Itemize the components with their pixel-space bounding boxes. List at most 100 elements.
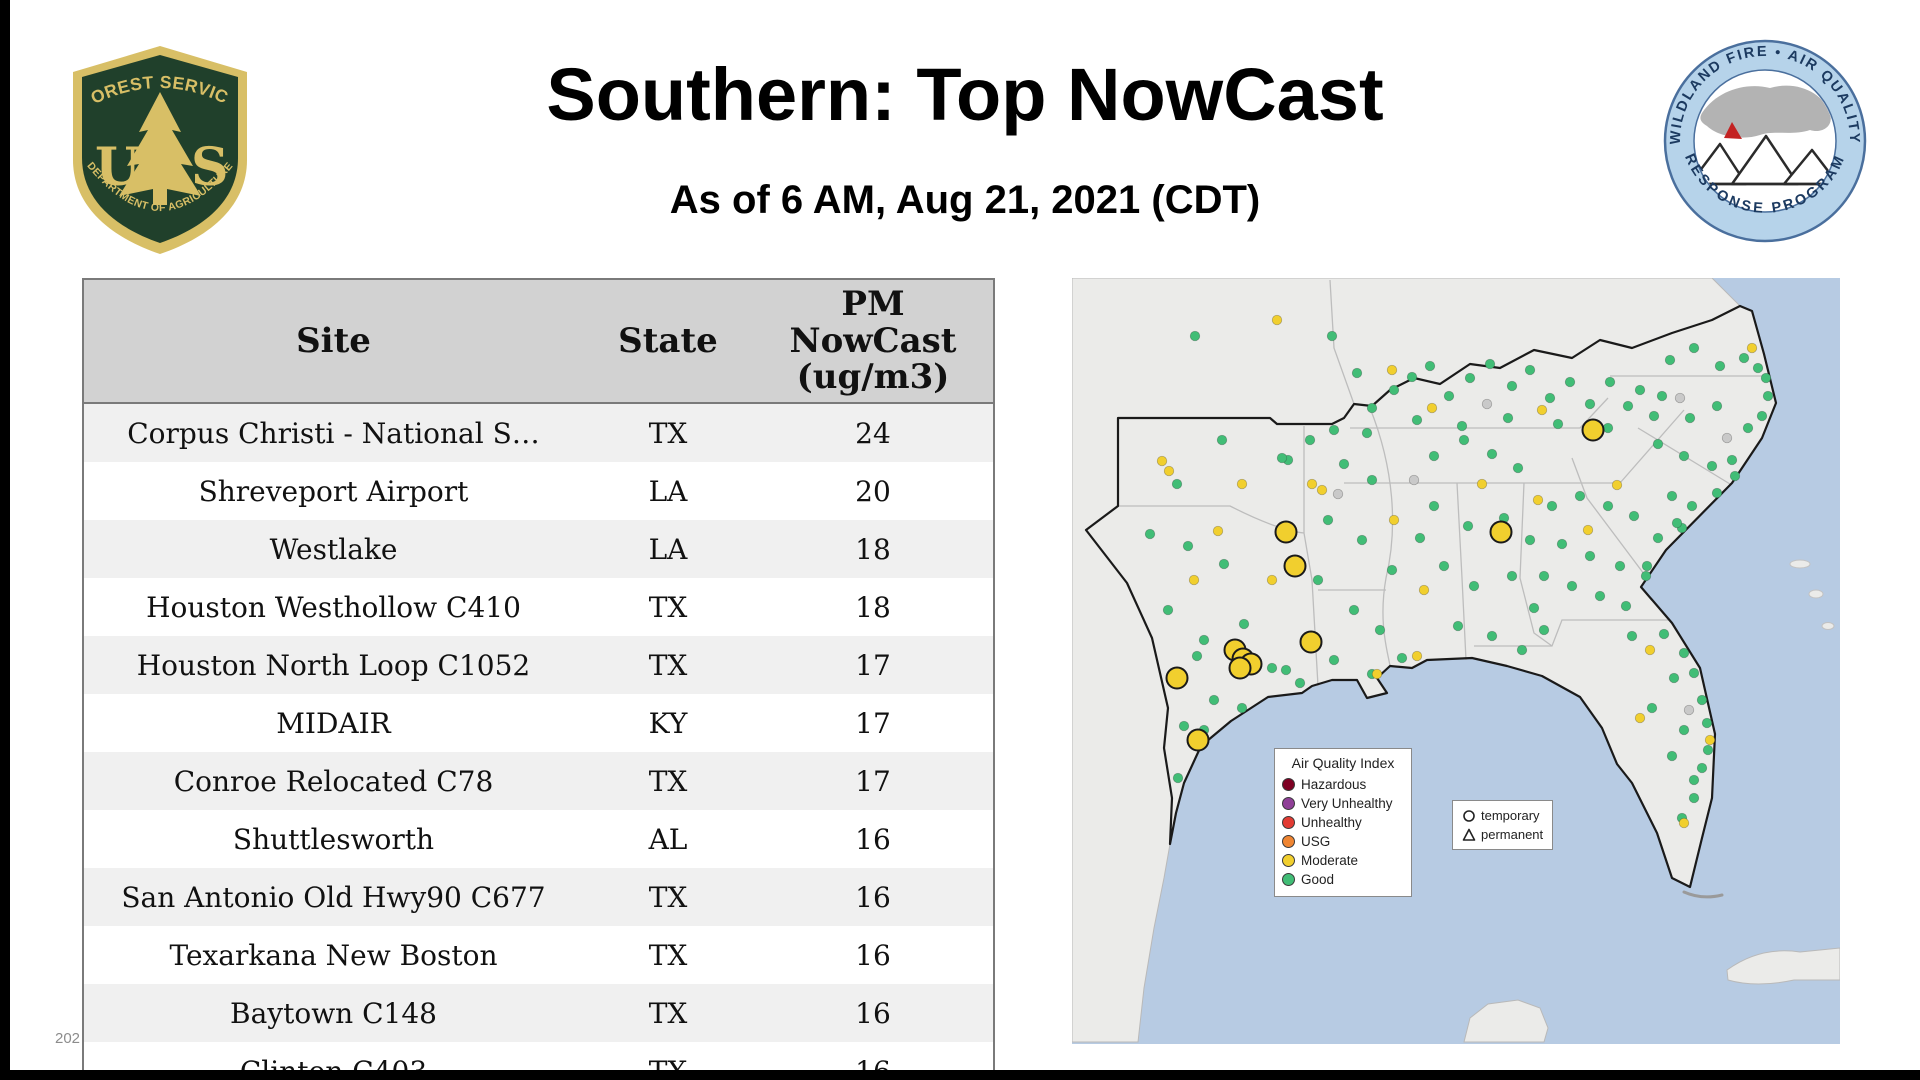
monitor-dot: [1644, 644, 1656, 656]
monitor-dot: [1721, 432, 1733, 444]
monitor-dot: [1602, 422, 1614, 434]
monitor-dot: [1156, 455, 1168, 467]
monitor-dot: [1198, 634, 1210, 646]
monitor-dot: [1328, 654, 1340, 666]
monitor-dot: [1652, 438, 1664, 450]
monitor-dot: [1640, 570, 1652, 582]
mountains-icon: [1695, 134, 1835, 186]
monitor-dot: [1626, 630, 1638, 642]
monitor-dot: [1701, 717, 1713, 729]
monitor-dot: [1276, 452, 1288, 464]
monitor-dot: [1611, 479, 1623, 491]
monitor-dot: [1306, 478, 1318, 490]
monitor-dot: [1328, 424, 1340, 436]
monitor-dot: [1388, 514, 1400, 526]
generation-timestamp-partial: 202: [55, 1030, 81, 1047]
table-row: MIDAIR KY 17: [83, 694, 994, 752]
monitor-dot: [1424, 360, 1436, 372]
monitor-dot: [1172, 772, 1184, 784]
site-cell: Houston Westhollow C410: [146, 590, 521, 624]
monitor-dot: [1516, 644, 1528, 656]
table-row: Houston Westhollow C410 TX 18: [83, 578, 994, 636]
temporary-monitor-dot: [1228, 656, 1252, 680]
monitor-dot: [1658, 628, 1670, 640]
monitor-dot: [1584, 550, 1596, 562]
table-header-row: Site State PM NowCast (ug/m3): [83, 279, 994, 404]
aqi-legend-item: USG: [1282, 832, 1404, 851]
state-cell: LA: [648, 532, 688, 566]
monitor-dot: [1688, 792, 1700, 804]
temporary-marker-icon: [1463, 809, 1475, 822]
monitor-dot: [1538, 624, 1550, 636]
monitor-dot: [1538, 570, 1550, 582]
aqi-swatch-icon: [1282, 873, 1295, 886]
site-cell: San Antonio Old Hwy90 C677: [121, 880, 546, 914]
monitor-dot: [1704, 734, 1716, 746]
pine-tree-icon: [119, 92, 201, 205]
monitor-dot: [1212, 525, 1224, 537]
monitor-dot: [1171, 478, 1183, 490]
table-row: Conroe Relocated C78 TX 17: [83, 752, 994, 810]
monitor-dot: [1396, 652, 1408, 664]
table-row: Shreveport Airport LA 20: [83, 462, 994, 520]
monitor-dot: [1646, 702, 1658, 714]
monitor-dot: [1163, 465, 1175, 477]
monitor-dot: [1614, 560, 1626, 572]
marker-type-legend: temporary permanent: [1452, 800, 1554, 850]
permanent-marker-row: permanent: [1462, 825, 1543, 844]
aqi-legend-item: Moderate: [1282, 851, 1404, 870]
monitor-dot: [1356, 534, 1368, 546]
monitor-dot: [1544, 392, 1556, 404]
value-cell: 17: [855, 706, 891, 740]
state-cell: AL: [648, 822, 688, 856]
monitor-dot: [1386, 564, 1398, 576]
monitor-dot: [1652, 532, 1664, 544]
site-cell: Corpus Christi - National S…: [127, 416, 540, 450]
aqi-legend: Air Quality Index Hazardous Very Unhealth…: [1274, 748, 1412, 897]
monitor-dot: [1502, 412, 1514, 424]
state-cell: TX: [648, 416, 688, 450]
monitor-dot: [1506, 380, 1518, 392]
state-cell: TX: [648, 938, 688, 972]
fire-marker-icon: [1724, 122, 1742, 139]
temporary-marker-label: temporary: [1481, 808, 1540, 823]
table-row: Texarkana New Boston TX 16: [83, 926, 994, 984]
monitor-dot: [1468, 580, 1480, 592]
monitor-dot: [1414, 532, 1426, 544]
aqi-legend-label: Unhealthy: [1301, 815, 1362, 830]
state-cell: TX: [583, 1042, 753, 1071]
monitor-dot: [1411, 414, 1423, 426]
monitor-dot: [1266, 574, 1278, 586]
site-column-header: Site: [83, 279, 583, 404]
table-row: Westlake LA 18: [83, 520, 994, 578]
page-subtitle: As of 6 AM, Aug 21, 2021 (CDT): [669, 178, 1261, 222]
monitor-dot: [1484, 358, 1496, 370]
monitor-dot: [1702, 744, 1714, 756]
monitor-dot: [1236, 702, 1248, 714]
monitor-dot: [1388, 384, 1400, 396]
shield-letter-s: S: [191, 137, 229, 198]
monitor-dot: [1628, 510, 1640, 522]
permanent-marker-label: permanent: [1481, 827, 1544, 842]
temporary-monitor-dot: [1489, 520, 1513, 544]
site-cell: Shreveport Airport: [198, 474, 469, 508]
monitor-dot: [1594, 590, 1606, 602]
monitor-dot: [1602, 500, 1614, 512]
monitor-dot: [1338, 458, 1350, 470]
state-cell: TX: [648, 648, 688, 682]
value-cell: 18: [855, 532, 891, 566]
aqi-legend-label: Moderate: [1301, 853, 1359, 868]
monitor-dot: [1351, 367, 1363, 379]
monitor-dot: [1552, 418, 1564, 430]
aqi-swatch-icon: [1282, 854, 1295, 867]
monitor-dot: [1486, 448, 1498, 460]
monitor-dot: [1546, 500, 1558, 512]
monitor-dot: [1238, 618, 1250, 630]
monitor-dot: [1684, 412, 1696, 424]
monitor-dot: [1574, 490, 1586, 502]
site-cell: Baytown C148: [230, 996, 437, 1030]
aqi-legend-item: Very Unhealthy: [1282, 794, 1404, 813]
southern-region-outline: [1084, 304, 1778, 889]
state-cell: LA: [648, 474, 688, 508]
monitor-dot: [1666, 490, 1678, 502]
